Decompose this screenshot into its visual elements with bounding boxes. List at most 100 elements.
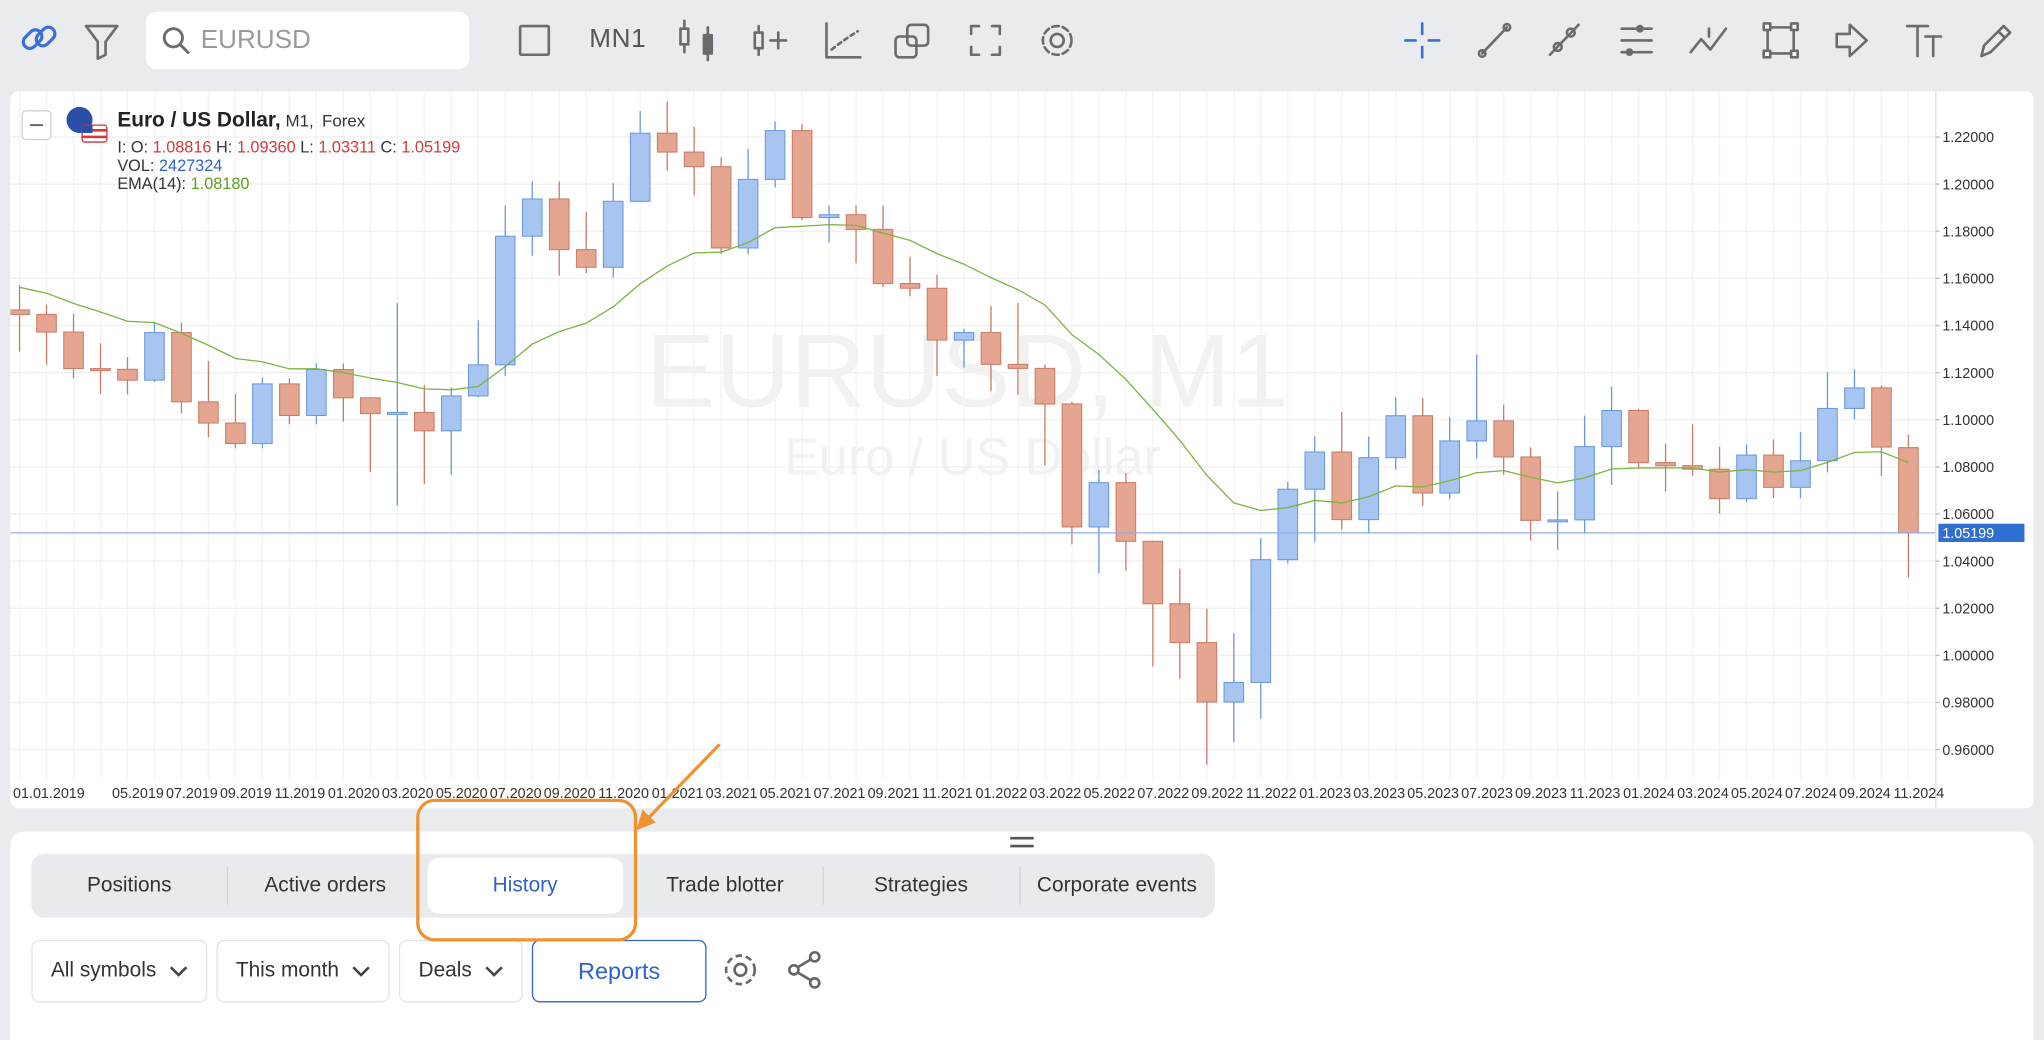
x-tick-label: 07.2024 — [1785, 786, 1837, 802]
y-tick-label: 1.18000 — [1942, 224, 1994, 240]
candle-body — [306, 369, 327, 417]
chevron-icon — [352, 966, 370, 977]
filter-dropdown[interactable]: All symbols — [31, 939, 208, 1003]
share-node — [808, 950, 821, 963]
x-tick-label: 11.2024 — [1893, 786, 1944, 802]
shape-icon[interactable] — [1762, 22, 1799, 59]
tab[interactable]: Trade blotter — [666, 874, 784, 897]
arrow-icon[interactable] — [1835, 23, 1869, 58]
candle-body — [1304, 451, 1326, 490]
x-tick-label: 05.2019 — [112, 786, 164, 802]
legend-label: I: O: — [117, 139, 148, 157]
y-tick-label: 0.98000 — [1942, 696, 1994, 712]
chart-panel: EURUSD, M1 Euro / US Dollar Euro / US Do… — [10, 91, 2034, 809]
filter-dropdown[interactable]: This month — [216, 939, 390, 1003]
candle-body — [1385, 415, 1407, 459]
legend-label: EMA(14): — [117, 175, 186, 193]
candle-body — [1520, 456, 1541, 521]
legend-label: L: — [300, 139, 314, 157]
candle-body — [36, 313, 57, 333]
candle-body — [1250, 559, 1272, 683]
current-price-label: 1.05199 — [1942, 526, 1994, 542]
candle-body — [872, 228, 894, 285]
x-tick-label: 11.2022 — [1246, 786, 1297, 802]
candle-body — [1223, 681, 1245, 703]
x-tick-label: 07.2022 — [1137, 786, 1189, 802]
candle-body — [791, 130, 813, 219]
search-placeholder: EURUSD — [200, 26, 311, 55]
candle-body — [521, 198, 543, 237]
timeframe-button[interactable]: MN1 — [589, 24, 647, 54]
ray-icon[interactable] — [1548, 23, 1580, 57]
search-box[interactable]: EURUSD — [145, 11, 470, 70]
y-tick-label: 0.96000 — [1942, 743, 1994, 759]
candle-body — [1466, 420, 1487, 442]
x-tick-label: 01.2024 — [1623, 786, 1675, 802]
x-tick-label: 11.2023 — [1570, 786, 1621, 802]
candle-body — [899, 283, 921, 289]
share-node — [808, 977, 821, 989]
chevron — [485, 966, 503, 977]
x-tick-label: 03.2020 — [382, 786, 434, 802]
settings-icon[interactable] — [1041, 24, 1073, 57]
link-icon[interactable] — [21, 25, 58, 52]
settings-icon[interactable] — [724, 954, 757, 986]
plot — [10, 101, 1936, 765]
symbol-title: Euro / US Dollar, — [117, 108, 280, 131]
candle-body — [198, 401, 219, 424]
fullscreen-icon[interactable] — [969, 24, 1002, 57]
tab[interactable]: Strategies — [822, 854, 1019, 918]
toolbar — [21, 19, 2012, 62]
drag-handle[interactable] — [1009, 834, 1035, 850]
reports-button[interactable]: Reports — [531, 939, 707, 1003]
legend-value: 1.08180 — [191, 175, 250, 193]
trend-line-icon[interactable] — [1477, 22, 1512, 59]
share-links — [797, 958, 812, 982]
indicator-icon[interactable] — [753, 24, 788, 57]
y-tick-label: 1.10000 — [1942, 413, 1994, 429]
pencil-icon[interactable] — [1980, 24, 2012, 58]
candle-body — [1709, 468, 1730, 500]
candle-body — [414, 411, 435, 432]
x-tick-label: 09.2021 — [868, 786, 920, 802]
tab-bar: Positions Active orders History Trade blott… — [31, 853, 1215, 918]
filter-dropdown[interactable]: Deals — [398, 939, 523, 1003]
candle-body — [1736, 454, 1757, 500]
candle-body — [1169, 603, 1191, 644]
candle-body — [818, 214, 840, 219]
layers-icon[interactable] — [894, 23, 930, 59]
chevron-icon — [169, 966, 188, 977]
gear-teeth — [724, 954, 757, 986]
legend-label: C: — [381, 139, 397, 157]
candle-body — [494, 235, 516, 366]
tab[interactable]: Corporate events — [1018, 854, 1215, 918]
candle-body — [225, 422, 246, 445]
x-tick-label: 07.2021 — [814, 786, 866, 802]
share-icon[interactable] — [787, 950, 821, 989]
pattern-icon[interactable] — [1689, 27, 1728, 54]
tab[interactable]: Positions — [86, 874, 172, 897]
fib-icon[interactable] — [1620, 24, 1653, 57]
x-tick-label: 05.2021 — [760, 786, 812, 802]
legend-label: VOL: — [117, 157, 154, 175]
legend-label: H: — [216, 139, 232, 157]
candle-icon[interactable] — [679, 19, 714, 62]
tab[interactable]: History — [427, 857, 624, 914]
crosshair-icon[interactable] — [1403, 22, 1441, 59]
filter-icon[interactable] — [84, 24, 119, 60]
candle-body — [1628, 410, 1649, 464]
candle-body — [1574, 446, 1595, 521]
symbol-timeframe: M1, — [285, 111, 313, 130]
square-icon[interactable] — [518, 24, 551, 57]
candle-body — [737, 178, 759, 249]
tab[interactable]: Active orders — [227, 854, 423, 918]
x-tick-label: 09.2020 — [544, 786, 596, 802]
text-icon[interactable] — [1905, 24, 1943, 58]
candle-body — [1871, 387, 1892, 448]
candle-body — [387, 411, 408, 415]
candle-body — [1439, 440, 1460, 494]
candle-body — [1790, 460, 1811, 488]
x-tick-label: 03.2022 — [1029, 786, 1081, 802]
compare-icon[interactable] — [825, 22, 862, 59]
